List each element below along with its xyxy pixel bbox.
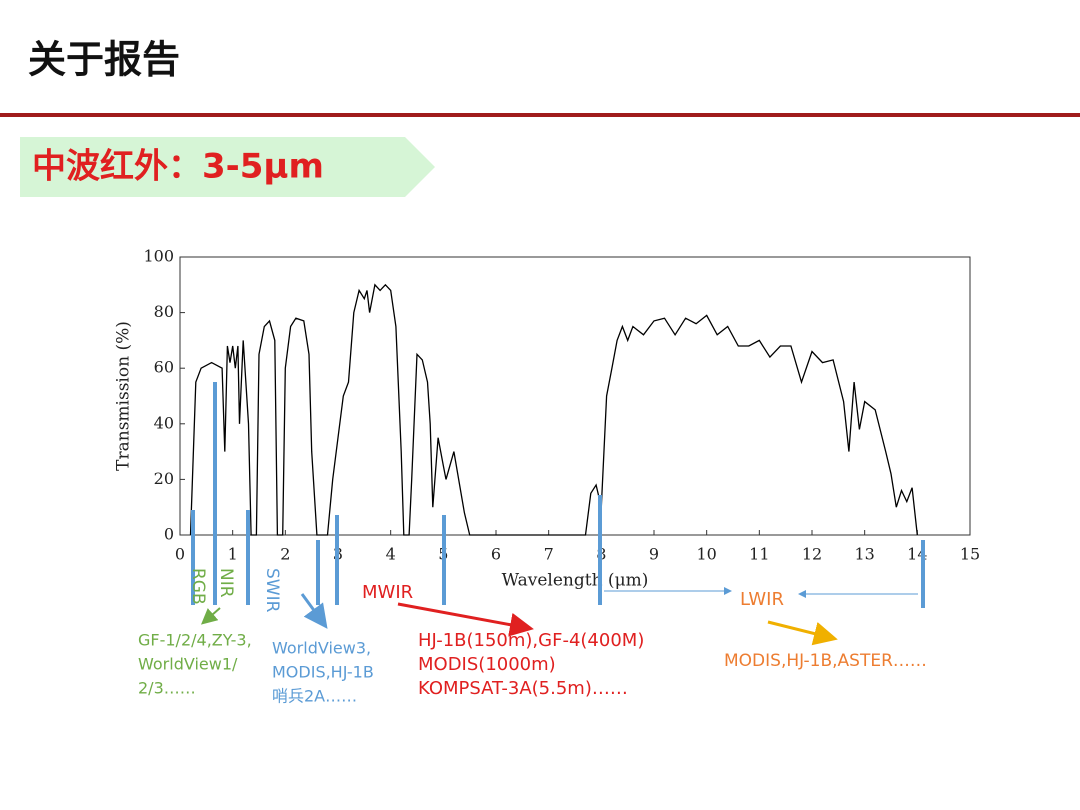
y-axis-label: Transmission (%) bbox=[114, 321, 134, 471]
note-line: WorldView3, bbox=[272, 639, 371, 658]
band-label: MWIR bbox=[362, 582, 413, 603]
x-tick-label: 10 bbox=[696, 545, 716, 564]
note-line: MODIS,HJ-1B bbox=[272, 663, 374, 682]
title-rule bbox=[0, 113, 1080, 117]
y-tick-label: 0 bbox=[164, 525, 174, 544]
arrow bbox=[767, 620, 838, 646]
note-line: KOMPSAT-3A(5.5m)…… bbox=[418, 678, 628, 699]
x-tick-label: 4 bbox=[386, 545, 396, 564]
banner-shape bbox=[20, 137, 435, 197]
band-lines bbox=[191, 382, 925, 608]
x-tick-label: 2 bbox=[280, 545, 290, 564]
x-tick-label: 6 bbox=[491, 545, 501, 564]
x-tick-label: 1 bbox=[228, 545, 238, 564]
note-line: 2/3…… bbox=[138, 679, 196, 698]
arrow bbox=[200, 607, 221, 625]
x-tick-label: 15 bbox=[960, 545, 980, 564]
y-tick-label: 100 bbox=[143, 247, 174, 266]
note-line: WorldView1/ bbox=[138, 655, 238, 674]
band-label: RGB bbox=[188, 568, 208, 605]
note-line: MODIS,HJ-1B,ASTER…… bbox=[724, 651, 927, 671]
y-tick-label: 20 bbox=[154, 469, 174, 488]
notes: GF-1/2/4,ZY-3, WorldView1/2/3…… WorldView3… bbox=[138, 630, 927, 706]
y-tick-label: 80 bbox=[154, 302, 174, 321]
band-label: SWIR bbox=[262, 568, 282, 613]
banner-text: 中波红外：3-5μm bbox=[32, 147, 324, 187]
page-title: 关于报告 bbox=[28, 38, 180, 82]
note-line: MODIS(1000m) bbox=[418, 654, 556, 675]
x-tick-label: 0 bbox=[175, 545, 185, 564]
arrow bbox=[397, 602, 534, 637]
x-tick-label: 12 bbox=[802, 545, 822, 564]
note-line: 哨兵2A…… bbox=[272, 687, 357, 706]
x-tick-label: 9 bbox=[649, 545, 659, 564]
chart: 0123456789101112131415020406080100Wavele… bbox=[114, 247, 981, 591]
x-tick-label: 13 bbox=[854, 545, 874, 564]
plot-frame bbox=[179, 256, 971, 536]
x-tick-label: 7 bbox=[544, 545, 554, 564]
y-tick-label: 40 bbox=[154, 413, 174, 432]
note-line: GF-1/2/4,ZY-3, bbox=[138, 631, 252, 650]
x-tick-label: 11 bbox=[749, 545, 769, 564]
arrow bbox=[300, 593, 328, 629]
x-axis-label: Wavelength (μm) bbox=[502, 571, 649, 591]
transmission-line bbox=[189, 283, 918, 536]
band-label: LWIR bbox=[740, 589, 784, 610]
band-label: NIR bbox=[216, 568, 236, 598]
y-tick-label: 60 bbox=[154, 358, 174, 377]
note-line: HJ-1B(150m),GF-4(400M) bbox=[418, 630, 644, 651]
